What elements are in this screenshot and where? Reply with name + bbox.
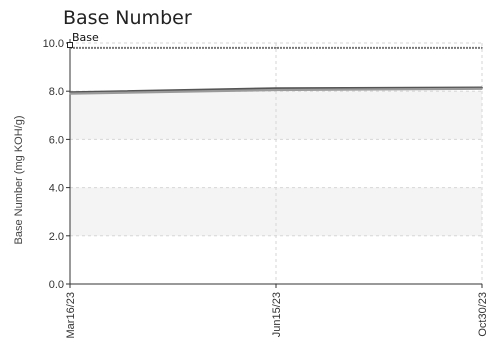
gridlines [69,42,483,285]
y-tick-label-0: 0.0 [49,279,64,291]
base-marker [67,42,73,48]
y-tick-label-1: 2.0 [49,231,64,243]
y-tick-label-4: 8.0 [49,86,64,98]
y-tick-label-5: 10.0 [43,38,64,50]
series-1-point-0 [69,92,71,95]
y-tick-label-3: 6.0 [49,134,64,146]
x-tick-label-0: Mar16/23 [65,292,77,338]
y-tick-label-2: 4.0 [49,183,64,195]
x-tick-label-1: Jun15/23 [271,292,283,337]
y-axis-label: Base Number (mg KOH/g) [13,116,25,245]
series-2-point-2 [481,47,483,49]
y-ticks: 0.0 2.0 4.0 6.0 8.0 10.0 [43,38,70,291]
series-1-point-1 [275,89,277,91]
base-annotation: Base [72,31,99,44]
x-ticks: Mar16/23 Jun15/23 Oct30/23 [65,284,489,338]
series-2-point-1 [275,47,277,49]
series-1-point-2 [481,87,483,90]
series-lines [69,46,483,95]
series-0-point-1 [275,87,277,90]
chart-title: Base Number [63,7,192,29]
x-tick-label-2: Oct30/23 [477,292,489,337]
